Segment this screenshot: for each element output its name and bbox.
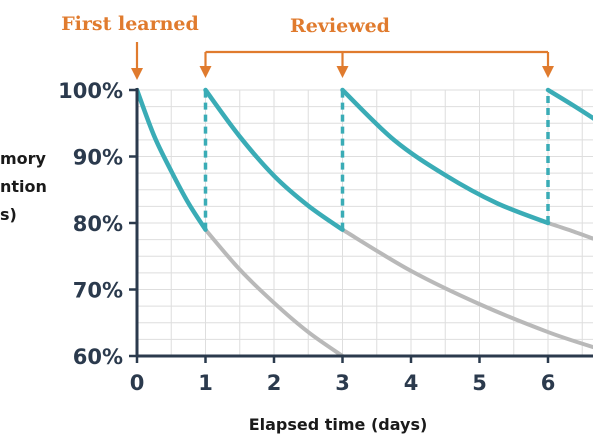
tick-labels: 0 1 2 3 4 5 6 60% 70% 80% 90% 100% [58, 79, 555, 395]
x-tick-label: 2 [267, 371, 282, 395]
arrow-head-icon [542, 66, 554, 78]
forgetting-curve [203, 227, 345, 358]
y-tick-label: 70% [73, 279, 123, 303]
first-learned-label: First learned [61, 13, 199, 35]
reviewed-label: Reviewed [290, 15, 390, 37]
arrow-head-icon [336, 66, 349, 78]
axes [129, 88, 593, 363]
x-tick-label: 3 [335, 371, 350, 395]
x-tick-label: 5 [472, 371, 487, 395]
y-axis-title-line-2: ntion [0, 177, 47, 196]
y-tick-label: 100% [58, 79, 123, 103]
retention-curve [203, 87, 345, 232]
y-tick-label: 90% [73, 146, 123, 170]
y-tick-label: 60% [73, 345, 123, 369]
forgetting-curve [340, 227, 593, 350]
annotations: First learned Reviewed [61, 13, 554, 80]
y-axis-title-line-3: s) [0, 205, 17, 224]
forgetting-curves [203, 221, 593, 358]
x-tick-label: 0 [130, 371, 145, 395]
y-axis-title-line-1: mory [0, 149, 47, 168]
retention-curve [137, 87, 208, 232]
x-tick-label: 6 [541, 371, 556, 395]
retention-curve [340, 87, 551, 226]
x-tick-label: 1 [198, 371, 213, 395]
retention-curve [545, 87, 593, 121]
y-tick-label: 80% [73, 212, 123, 236]
arrow-head-icon [131, 68, 143, 80]
x-axis-title: Elapsed time (days) [249, 415, 428, 434]
forgetting-curve [546, 221, 593, 241]
retention-curves [137, 87, 593, 232]
arrow-head-icon [199, 66, 212, 78]
x-tick-label: 4 [404, 371, 419, 395]
review-drops [203, 90, 550, 230]
